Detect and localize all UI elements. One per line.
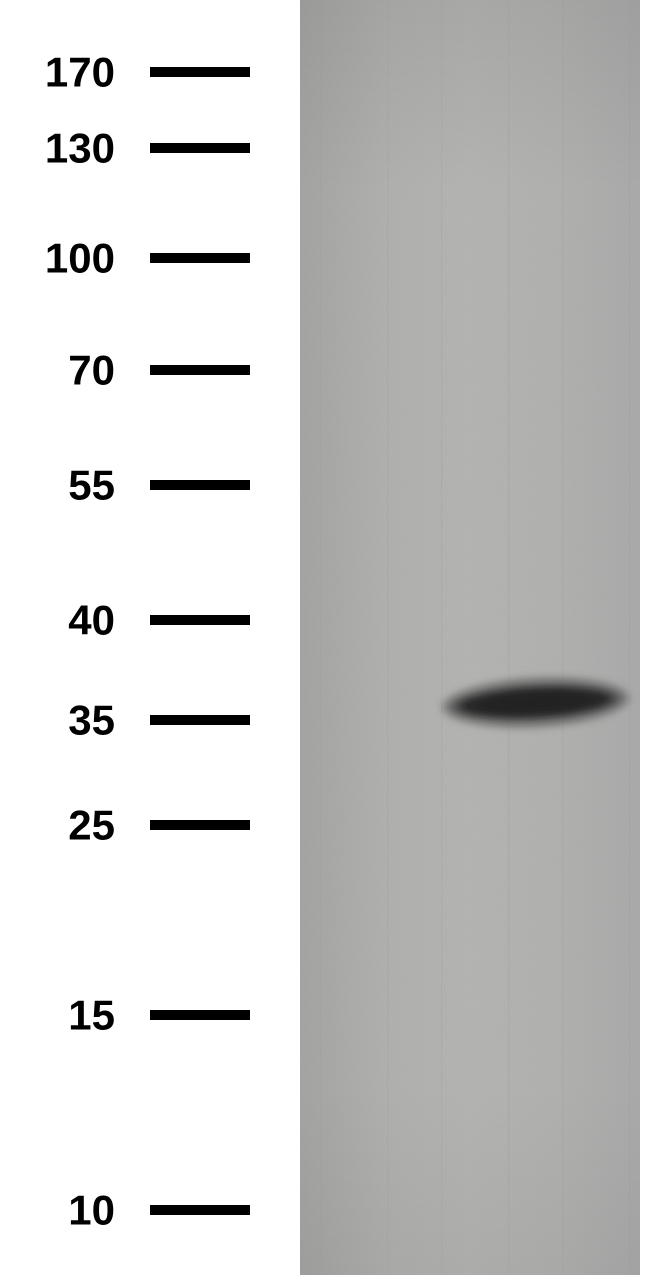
ladder-label-35: 35 (68, 697, 115, 744)
ladder-label-70: 70 (68, 347, 115, 394)
ladder-label-130: 130 (45, 125, 115, 172)
ladder-label-15: 15 (68, 992, 115, 1039)
ladder-label-40: 40 (68, 597, 115, 644)
ladder-label-170: 170 (45, 49, 115, 96)
ladder-label-25: 25 (68, 802, 115, 849)
western-blot-svg: 170 130 100 70 55 40 35 25 15 10 (0, 0, 650, 1275)
western-blot-container: 170 130 100 70 55 40 35 25 15 10 (0, 0, 650, 1275)
ladder-label-100: 100 (45, 235, 115, 282)
ladder-label-10: 10 (68, 1187, 115, 1234)
ladder-label-55: 55 (68, 462, 115, 509)
